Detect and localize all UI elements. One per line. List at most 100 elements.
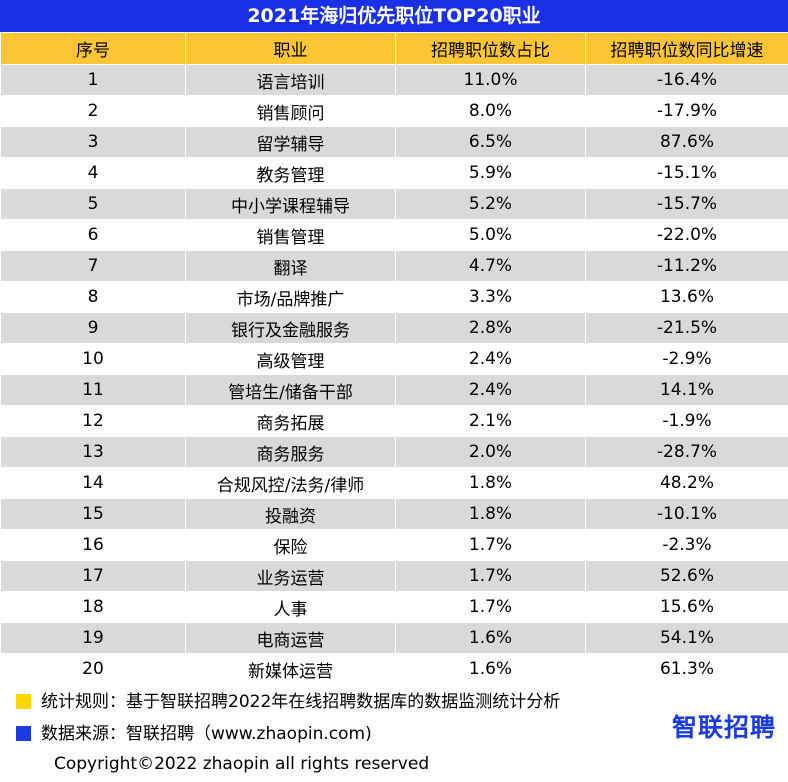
cell-share: 1.7% [395,560,586,592]
cell-growth: -16.4% [585,64,788,96]
cell-growth: -15.1% [585,157,788,189]
table-row: 4 教务管理 5.9% -15.1% [0,157,788,189]
cell-share: 5.9% [395,157,586,189]
cell-occupation: 电商运营 [185,622,396,654]
cell-growth: 54.1% [585,622,788,654]
cell-rank: 12 [0,405,186,437]
cell-occupation: 留学辅导 [185,126,396,158]
cell-rank: 7 [0,250,186,282]
cell-rank: 2 [0,95,186,127]
cell-occupation: 保险 [185,529,396,561]
table-row: 11 管培生/储备干部 2.4% 14.1% [0,374,788,406]
cell-growth: -22.0% [585,219,788,251]
cell-occupation: 人事 [185,591,396,623]
cell-rank: 20 [0,653,186,685]
table-row: 15 投融资 1.8% -10.1% [0,498,788,530]
footer: 统计规则：基于智联招聘2022年在线招聘数据库的数据监测统计分析 数据来源：智联… [0,688,788,782]
cell-rank: 10 [0,343,186,375]
cell-occupation: 翻译 [185,250,396,282]
header-row: 序号 职业 招聘职位数占比 招聘职位数同比增速 [0,32,788,65]
cell-occupation: 语言培训 [185,64,396,96]
ranking-table: 序号 职业 招聘职位数占比 招聘职位数同比增速 1 语言培训 11.0% -16.4%… [0,32,788,685]
cell-growth: -11.2% [585,250,788,282]
table-row: 9 银行及金融服务 2.8% -21.5% [0,312,788,344]
cell-rank: 9 [0,312,186,344]
stat-rule-text: 统计规则：基于智联招聘2022年在线招聘数据库的数据监测统计分析 [41,692,561,712]
cell-growth: 61.3% [585,653,788,685]
cell-occupation: 销售顾问 [185,95,396,127]
cell-share: 2.4% [395,374,586,406]
cell-growth: -17.9% [585,95,788,127]
yellow-square-icon [16,694,31,709]
table-body: 1 语言培训 11.0% -16.4% 2 销售顾问 8.0% -17.9% 3 留学辅导 6.5%… [0,64,788,685]
cell-growth: 14.1% [585,374,788,406]
cell-rank: 3 [0,126,186,158]
cell-growth: -2.3% [585,529,788,561]
header-rank: 序号 [0,32,186,65]
cell-rank: 17 [0,560,186,592]
table-row: 19 电商运营 1.6% 54.1% [0,622,788,654]
cell-occupation: 合规风控/法务/律师 [185,467,396,499]
cell-growth: 52.6% [585,560,788,592]
cell-share: 4.7% [395,250,586,282]
cell-rank: 8 [0,281,186,313]
table-row: 5 中小学课程辅导 5.2% -15.7% [0,188,788,220]
cell-share: 1.8% [395,467,586,499]
cell-share: 2.8% [395,312,586,344]
cell-occupation: 销售管理 [185,219,396,251]
table-row: 2 销售顾问 8.0% -17.9% [0,95,788,127]
cell-growth: 15.6% [585,591,788,623]
cell-occupation: 市场/品牌推广 [185,281,396,313]
cell-occupation: 中小学课程辅导 [185,188,396,220]
cell-share: 11.0% [395,64,586,96]
cell-occupation: 高级管理 [185,343,396,375]
cell-rank: 6 [0,219,186,251]
table-row: 18 人事 1.7% 15.6% [0,591,788,623]
cell-share: 2.0% [395,436,586,468]
cell-occupation: 业务运营 [185,560,396,592]
cell-growth: 13.6% [585,281,788,313]
table-row: 7 翻译 4.7% -11.2% [0,250,788,282]
cell-share: 1.8% [395,498,586,530]
cell-growth: 87.6% [585,126,788,158]
copyright: Copyright©2022 zhaopin all rights reserv… [54,754,430,774]
cell-rank: 19 [0,622,186,654]
table-row: 12 商务拓展 2.1% -1.9% [0,405,788,437]
data-source-text: 数据来源：智联招聘（www.zhaopin.com) [41,724,372,744]
cell-rank: 18 [0,591,186,623]
cell-rank: 14 [0,467,186,499]
cell-rank: 13 [0,436,186,468]
table-row: 17 业务运营 1.7% 52.6% [0,560,788,592]
cell-share: 1.7% [395,529,586,561]
cell-rank: 5 [0,188,186,220]
table-row: 16 保险 1.7% -2.3% [0,529,788,561]
cell-share: 3.3% [395,281,586,313]
table-row: 6 销售管理 5.0% -22.0% [0,219,788,251]
blue-square-icon [16,726,31,741]
cell-growth: -2.9% [585,343,788,375]
cell-growth: -15.7% [585,188,788,220]
table-row: 13 商务服务 2.0% -28.7% [0,436,788,468]
cell-occupation: 新媒体运营 [185,653,396,685]
table-row: 1 语言培训 11.0% -16.4% [0,64,788,96]
cell-share: 2.4% [395,343,586,375]
cell-growth: -21.5% [585,312,788,344]
cell-occupation: 商务服务 [185,436,396,468]
cell-share: 8.0% [395,95,586,127]
table-row: 14 合规风控/法务/律师 1.8% 48.2% [0,467,788,499]
cell-growth: -1.9% [585,405,788,437]
cell-occupation: 教务管理 [185,157,396,189]
cell-rank: 11 [0,374,186,406]
table-row: 20 新媒体运营 1.6% 61.3% [0,653,788,685]
cell-share: 5.0% [395,219,586,251]
cell-growth: -10.1% [585,498,788,530]
header-occupation: 职业 [185,32,396,65]
header-growth: 招聘职位数同比增速 [585,32,788,65]
cell-rank: 4 [0,157,186,189]
stat-rule-note: 统计规则：基于智联招聘2022年在线招聘数据库的数据监测统计分析 [16,690,560,714]
cell-occupation: 管培生/储备干部 [185,374,396,406]
table-row: 3 留学辅导 6.5% 87.6% [0,126,788,158]
table-row: 8 市场/品牌推广 3.3% 13.6% [0,281,788,313]
cell-share: 1.7% [395,591,586,623]
cell-rank: 15 [0,498,186,530]
